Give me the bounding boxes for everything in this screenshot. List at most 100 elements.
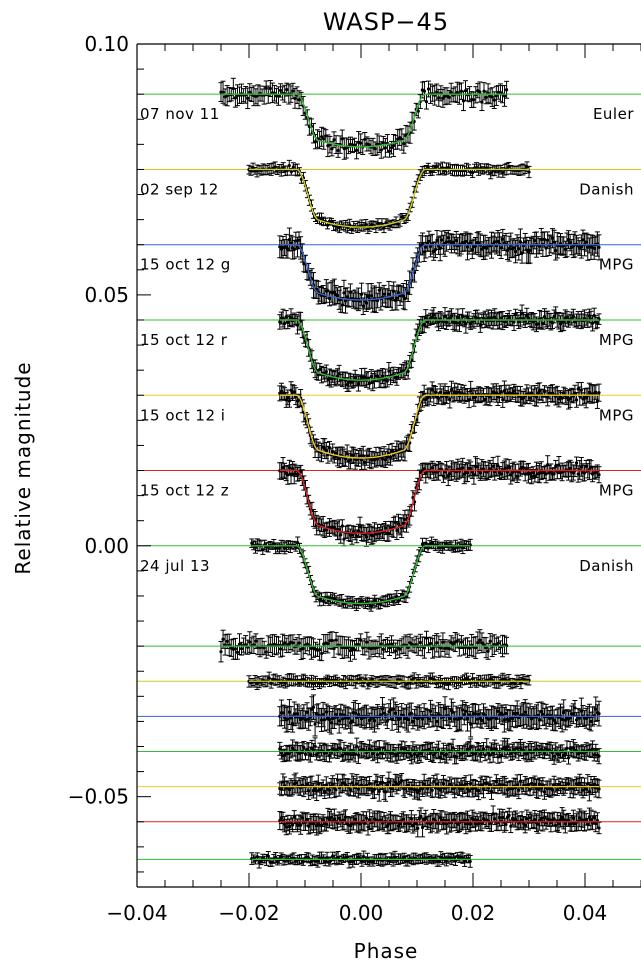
- data-point-marker: [237, 642, 242, 646]
- data-point-marker: [297, 238, 301, 242]
- data-point-marker: [291, 89, 295, 93]
- data-point-marker: [389, 642, 394, 646]
- data-point-marker: [381, 647, 385, 651]
- data-point-marker: [332, 138, 336, 142]
- data-point-marker: [396, 222, 400, 226]
- light-curve-point: [509, 239, 515, 259]
- light-curve-point: [359, 282, 365, 306]
- data-point-marker: [435, 90, 439, 94]
- light-curve-point: [381, 284, 387, 304]
- data-point-marker: [489, 171, 493, 175]
- light-curve-point: [331, 278, 337, 306]
- residual-point: [356, 637, 362, 652]
- light-curve-point: [436, 88, 442, 107]
- residual-point: [268, 678, 274, 689]
- data-point-marker: [287, 163, 291, 168]
- data-point-marker: [278, 647, 283, 651]
- light-curve-point: [489, 87, 495, 107]
- data-point-marker: [490, 95, 494, 99]
- residual-point: [220, 629, 226, 649]
- dataset-label: 15 oct 12 g: [140, 256, 231, 274]
- data-point-marker: [325, 677, 330, 681]
- light-curve-point: [497, 83, 503, 102]
- data-point-marker: [412, 676, 416, 680]
- data-point-marker: [416, 109, 420, 113]
- data-point-marker: [505, 88, 509, 92]
- data-point-marker: [335, 294, 340, 298]
- data-point-marker: [318, 648, 322, 652]
- light-curve-point: [282, 239, 288, 256]
- chart-title: WASP−45: [323, 8, 449, 36]
- light-curve-point: [321, 127, 327, 150]
- data-point-marker: [424, 245, 428, 249]
- data-point-marker: [480, 100, 484, 104]
- data-point-marker: [394, 649, 398, 653]
- residual-point: [429, 672, 435, 685]
- data-point-marker: [373, 147, 377, 151]
- data-point-marker: [285, 88, 289, 92]
- data-point-marker: [348, 648, 353, 653]
- light-curve-point: [522, 232, 528, 251]
- light-curve-point: [356, 131, 362, 154]
- data-point-marker: [468, 681, 473, 685]
- residual-point: [438, 639, 444, 657]
- data-point-marker: [233, 96, 237, 100]
- data-point-marker: [426, 87, 431, 91]
- light-curve-point: [386, 144, 392, 158]
- light-curve-point: [220, 80, 226, 104]
- data-point-marker: [342, 291, 346, 295]
- light-curve-point: [527, 236, 533, 264]
- data-point-marker: [283, 641, 287, 645]
- transit-model-line: [249, 168, 529, 228]
- data-point-marker: [523, 240, 527, 244]
- data-point-marker: [449, 91, 453, 95]
- data-point-marker: [400, 215, 404, 219]
- data-point-marker: [484, 646, 488, 650]
- data-point-marker: [301, 646, 305, 651]
- residual-point: [343, 676, 349, 690]
- data-point-marker: [262, 646, 266, 650]
- data-point-marker: [420, 242, 425, 246]
- residual-point: [413, 635, 419, 654]
- x-axis-label: Phase: [354, 939, 419, 963]
- instrument-label: Danish: [579, 180, 634, 198]
- data-point-marker: [398, 136, 402, 140]
- data-point-marker: [496, 641, 500, 645]
- data-point-marker: [336, 148, 340, 153]
- data-point-marker: [451, 240, 455, 244]
- data-point-marker: [329, 220, 334, 224]
- data-point-marker: [454, 238, 458, 243]
- light-curve-point: [423, 235, 429, 259]
- light-curve-point: [363, 294, 369, 312]
- data-point-marker: [246, 96, 250, 100]
- data-point-marker: [513, 681, 517, 686]
- data-point-marker: [474, 646, 478, 650]
- data-point-marker: [501, 170, 505, 175]
- light-curve-point: [477, 81, 483, 103]
- data-point-marker: [472, 98, 476, 102]
- data-point-marker: [366, 294, 370, 299]
- data-point-marker: [398, 647, 402, 651]
- data-point-marker: [350, 227, 354, 232]
- data-point-marker: [597, 711, 601, 716]
- data-point-marker: [268, 86, 272, 91]
- data-point-marker: [369, 294, 373, 298]
- residual-point: [232, 637, 238, 660]
- data-point-marker: [427, 239, 431, 243]
- data-point-marker: [496, 239, 500, 243]
- data-point-marker: [501, 237, 505, 241]
- data-point-marker: [278, 245, 282, 249]
- data-point-marker: [278, 88, 283, 93]
- data-point-marker: [313, 722, 317, 726]
- light-curve-point: [389, 285, 395, 311]
- data-point-marker: [311, 682, 316, 686]
- data-point-marker: [327, 296, 332, 301]
- light-curve-point: [511, 238, 517, 258]
- data-point-marker: [513, 249, 518, 254]
- data-point-marker: [248, 640, 252, 644]
- data-point-marker: [324, 369, 328, 374]
- series-0: 07 nov 11 Euler: [137, 77, 641, 663]
- data-point-marker: [233, 647, 237, 651]
- dataset-label: 02 sep 12: [140, 180, 219, 198]
- data-point-marker: [264, 86, 268, 90]
